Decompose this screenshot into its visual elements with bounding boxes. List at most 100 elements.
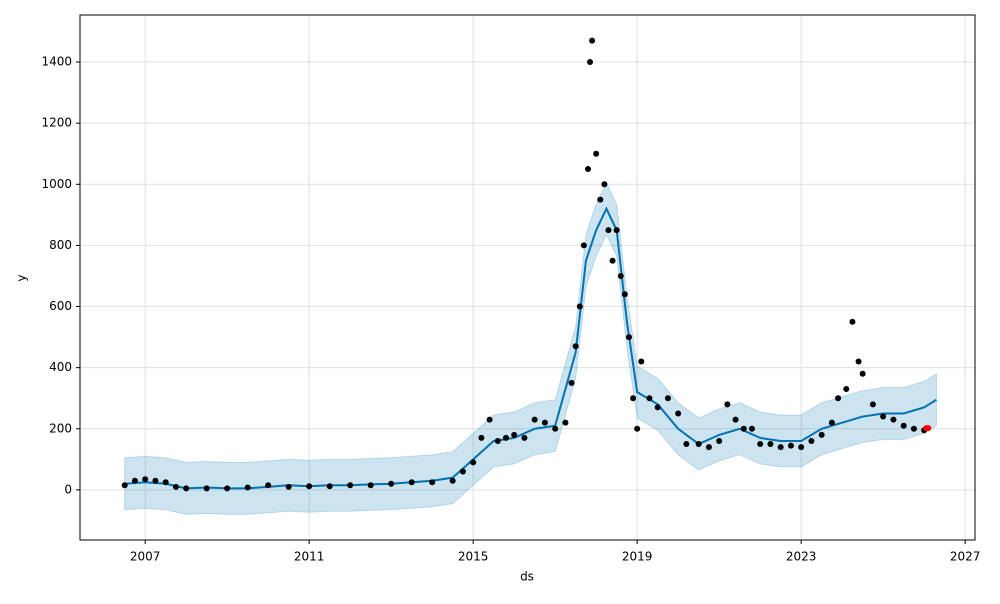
x-tick-label: 2027 [950,550,981,564]
data-point [162,479,169,486]
data-point [494,437,501,444]
data-point [367,482,374,489]
data-point [531,416,538,423]
data-point [849,318,856,325]
data-point [478,434,485,441]
data-point [646,395,653,402]
x-tick-label: 2015 [458,550,489,564]
data-point [521,434,528,441]
data-point [203,485,210,492]
x-tick-label: 2019 [622,550,653,564]
data-point [740,425,747,432]
data-point [625,334,632,341]
data-point [580,242,587,249]
y-tick-label: 1000 [41,177,72,191]
data-point [552,425,559,432]
data-point [705,444,712,451]
data-point [449,477,456,484]
y-tick-label: 200 [49,421,72,435]
data-point [621,291,628,298]
data-point [787,442,794,449]
data-point [589,37,596,44]
data-point [609,257,616,264]
data-point [562,419,569,426]
data-point [859,370,866,377]
uncertainty-band [124,181,937,515]
data-point [843,386,850,393]
data-point [326,483,333,490]
data-point [767,441,774,448]
data-point [183,485,190,492]
data-point [664,395,671,402]
x-tick-label: 2011 [294,550,325,564]
data-point [695,441,702,448]
data-point [798,444,805,451]
data-point [675,410,682,417]
data-point [584,166,591,173]
data-point [613,227,620,234]
x-axis-label: ds [520,570,534,584]
data-point [880,413,887,420]
y-tick-label: 1200 [41,116,72,130]
data-point [470,459,477,466]
x-tick-label: 2007 [130,550,161,564]
data-point [502,434,509,441]
data-point [605,227,612,234]
data-point [601,181,608,188]
data-point [900,422,907,429]
data-point [724,401,731,408]
data-point [683,441,690,448]
data-point [587,59,594,66]
y-tick-label: 800 [49,238,72,252]
data-point [925,425,932,432]
data-point [486,416,493,423]
data-point [617,272,624,279]
data-point [869,401,876,408]
y-axis-label: y [15,274,29,281]
y-tick-label: 600 [49,299,72,313]
y-tick-label: 1400 [41,55,72,69]
data-point [716,437,723,444]
data-point [634,425,641,432]
data-point [828,419,835,426]
data-point [172,483,179,490]
plot-frame [79,14,976,541]
data-point [152,477,159,484]
data-point [142,476,149,483]
data-point [757,441,764,448]
data-point [408,479,415,486]
data-point [285,483,292,490]
data-point [638,358,645,365]
y-tick-label: 0 [64,482,72,496]
data-point [244,484,251,491]
data-point [306,483,313,490]
data-point [347,482,354,489]
data-point [121,482,128,489]
data-point [777,444,784,451]
data-point [748,425,755,432]
data-point [910,425,917,432]
data-point [224,485,231,492]
data-point [131,477,138,484]
data-point [654,404,661,411]
data-point [511,431,518,438]
data-point [732,416,739,423]
data-point [568,379,575,386]
data-point [855,358,862,365]
data-point [572,343,579,350]
forecast-line [124,206,937,490]
data-point [818,431,825,438]
data-point [890,416,897,423]
data-point [429,479,436,486]
data-point [576,303,583,310]
data-point [630,395,637,402]
data-point [265,482,272,489]
data-point [388,480,395,487]
data-point [459,468,466,475]
data-point [541,419,548,426]
x-tick-label: 2023 [786,550,817,564]
data-point [835,395,842,402]
data-point [597,196,604,203]
y-tick-label: 400 [49,360,72,374]
